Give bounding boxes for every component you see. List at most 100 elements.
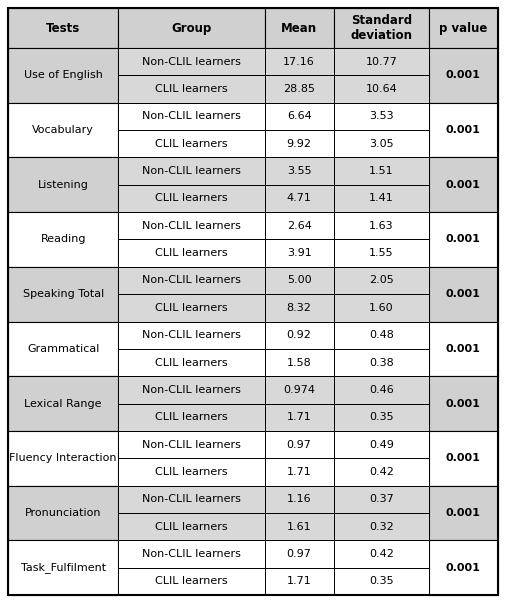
Text: CLIL learners: CLIL learners [155,139,227,149]
Text: Non-CLIL learners: Non-CLIL learners [142,549,240,559]
Text: 28.85: 28.85 [283,84,315,94]
Bar [264,48,333,75]
Text: 1.71: 1.71 [286,412,311,422]
Bar [264,431,333,458]
Text: 1.71: 1.71 [286,467,311,477]
Bar [264,185,333,212]
Text: CLIL learners: CLIL learners [155,248,227,258]
Text: 1.63: 1.63 [368,221,393,231]
Text: 0.001: 0.001 [445,399,480,409]
Bar [264,458,333,485]
Bar [333,294,428,321]
Bar [8,431,118,485]
Text: 1.71: 1.71 [286,576,311,586]
Bar [8,212,118,267]
Bar [333,458,428,485]
Bar [333,431,428,458]
Text: 2.05: 2.05 [368,276,393,285]
Text: Non-CLIL learners: Non-CLIL learners [142,57,240,67]
Text: CLIL learners: CLIL learners [155,467,227,477]
Text: 1.16: 1.16 [286,494,311,504]
Text: CLIL learners: CLIL learners [155,576,227,586]
Text: 0.49: 0.49 [368,440,393,450]
Text: Listening: Listening [38,180,88,190]
Text: CLIL learners: CLIL learners [155,522,227,532]
Text: 3.55: 3.55 [286,166,311,176]
Bar [264,540,333,567]
Bar [264,239,333,267]
Bar [264,212,333,239]
Bar [8,267,118,321]
Text: 1.51: 1.51 [368,166,393,176]
Bar [428,540,497,595]
Bar [118,212,264,239]
Bar [118,103,264,130]
Bar [333,239,428,267]
Text: Standard
deviation: Standard deviation [349,14,412,42]
Bar [118,157,264,185]
Bar [264,8,333,48]
Text: Non-CLIL learners: Non-CLIL learners [142,330,240,340]
Bar [8,103,118,157]
Bar [118,321,264,349]
Bar [264,294,333,321]
Bar [428,485,497,540]
Bar [118,458,264,485]
Bar [333,567,428,595]
Text: 0.001: 0.001 [445,344,480,354]
Bar [118,267,264,294]
Bar [264,267,333,294]
Bar [118,8,264,48]
Bar [428,267,497,321]
Text: 10.64: 10.64 [365,84,396,94]
Bar [333,376,428,403]
Text: 0.001: 0.001 [445,125,480,135]
Bar [333,485,428,513]
Bar [8,8,118,48]
Bar [264,75,333,103]
Text: 1.55: 1.55 [368,248,393,258]
Bar [428,431,497,485]
Bar [8,485,118,540]
Text: 0.97: 0.97 [286,440,311,450]
Text: Group: Group [171,22,211,34]
Text: 10.77: 10.77 [365,57,396,67]
Bar [333,349,428,376]
Bar [264,376,333,403]
Bar [333,185,428,212]
Text: 3.05: 3.05 [368,139,393,149]
Text: 0.37: 0.37 [368,494,393,504]
Bar [333,540,428,567]
Bar [428,8,497,48]
Bar [8,540,118,595]
Bar [118,485,264,513]
Text: CLIL learners: CLIL learners [155,194,227,203]
Text: Pronunciation: Pronunciation [25,508,101,518]
Bar [118,239,264,267]
Text: 17.16: 17.16 [283,57,315,67]
Bar [8,321,118,376]
Text: 0.97: 0.97 [286,549,311,559]
Text: 0.42: 0.42 [368,549,393,559]
Text: 3.53: 3.53 [368,112,393,121]
Bar [333,321,428,349]
Bar [333,130,428,157]
Text: 1.61: 1.61 [286,522,311,532]
Text: 1.41: 1.41 [368,194,393,203]
Text: 0.001: 0.001 [445,71,480,80]
Bar [118,376,264,403]
Text: 1.60: 1.60 [368,303,393,313]
Text: CLIL learners: CLIL learners [155,412,227,422]
Bar [118,75,264,103]
Bar [8,48,118,103]
Bar [8,376,118,431]
Text: 0.001: 0.001 [445,180,480,190]
Text: p value: p value [438,22,487,34]
Bar [264,103,333,130]
Text: 6.64: 6.64 [286,112,311,121]
Bar [333,157,428,185]
Text: 4.71: 4.71 [286,194,311,203]
Text: Non-CLIL learners: Non-CLIL learners [142,221,240,231]
Text: 0.48: 0.48 [368,330,393,340]
Text: 0.32: 0.32 [368,522,393,532]
